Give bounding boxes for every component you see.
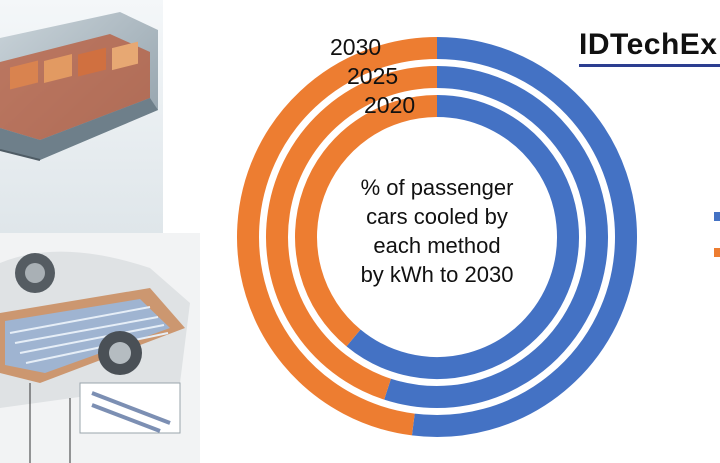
center-line-2: cars cooled by: [366, 204, 508, 229]
legend-swatch-series-b: [714, 248, 720, 257]
chart-center-caption: % of passenger cars cooled by each metho…: [335, 173, 539, 289]
idtechex-logo: IDTechEx: [579, 28, 720, 67]
center-line-1: % of passenger: [360, 175, 514, 200]
ring-label-2025: 2025: [347, 63, 398, 89]
battery-pack-photo: [0, 0, 163, 233]
ring-2025-segment-1: [384, 66, 608, 408]
ring-2025-segment-2: [266, 66, 438, 400]
center-line-4: by kWh to 2030: [360, 262, 514, 287]
ring-2030-segment-1: [411, 37, 637, 437]
ring-label-2020: 2020: [364, 92, 415, 118]
ring-2030-segment-2: [237, 37, 438, 436]
center-line-3: each method: [373, 233, 501, 258]
ring-2020-segment-1: [346, 95, 579, 379]
vehicle-cutaway-photo: [0, 233, 200, 463]
ring-label-2030: 2030: [330, 34, 381, 60]
donut-rings: [237, 37, 637, 437]
logo-underline: [579, 64, 720, 67]
legend-swatch-series-a: [714, 212, 720, 221]
logo-text: IDTechEx: [579, 28, 718, 61]
ring-2020-segment-2: [295, 95, 438, 347]
